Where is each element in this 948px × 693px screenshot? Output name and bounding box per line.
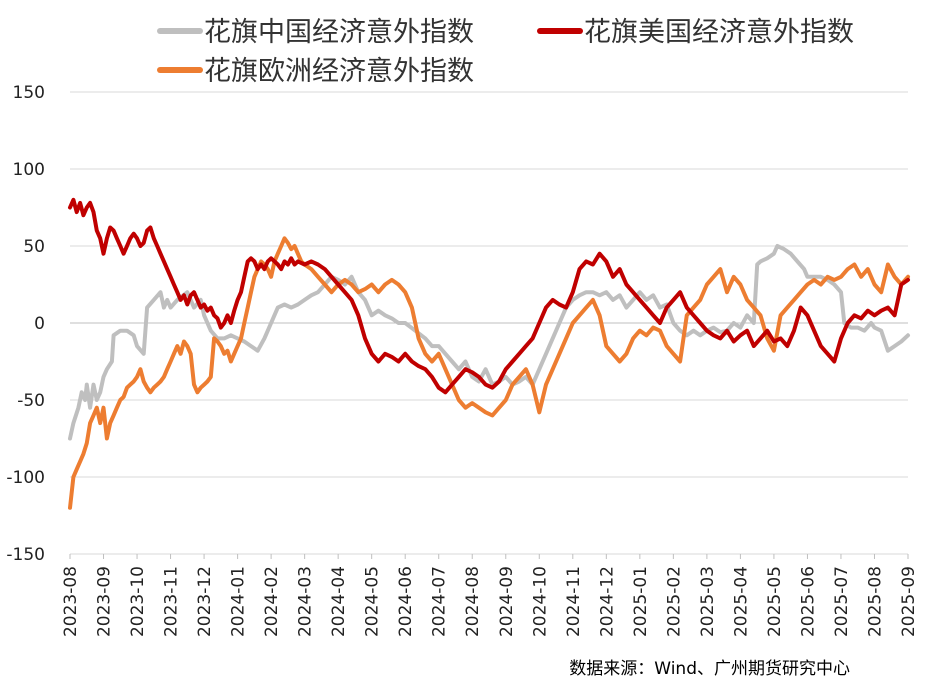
y-tick-label: 50 bbox=[23, 237, 45, 257]
y-tick-label: 150 bbox=[13, 83, 45, 103]
y-tick-label: -150 bbox=[6, 545, 45, 565]
series-line-2 bbox=[68, 236, 910, 510]
x-tick-label: 2023-10 bbox=[128, 566, 148, 637]
x-axis-ticks: 2023-08 2023-09 2023-10 2023-11 2023-12 2024-… bbox=[61, 554, 919, 637]
x-tick-label: 2023-11 bbox=[162, 566, 182, 637]
x-tick-label: 2025-09 bbox=[899, 566, 919, 637]
legend-item-1: 花旗美国经济意外指数 bbox=[537, 17, 854, 48]
x-tick-label: 2024-01 bbox=[229, 566, 249, 637]
x-tick-label: 2023-09 bbox=[95, 566, 115, 637]
series-line-1 bbox=[68, 197, 910, 395]
series-line-0 bbox=[68, 244, 910, 441]
x-tick-label: 2025-08 bbox=[865, 566, 885, 637]
x-tick-label: 2023-12 bbox=[195, 566, 215, 637]
x-tick-label: 2024-11 bbox=[564, 566, 584, 637]
x-tick-label: 2025-03 bbox=[698, 566, 718, 637]
legend-item-2: 花旗欧洲经济意外指数 bbox=[157, 56, 474, 87]
x-tick-label: 2024-03 bbox=[296, 566, 316, 637]
legend-label: 花旗欧洲经济意外指数 bbox=[204, 56, 474, 87]
x-tick-label: 2024-02 bbox=[262, 566, 282, 637]
y-tick-label: -50 bbox=[17, 391, 45, 411]
y-axis-ticks: 150 100 50 0 -50 -100 -150 bbox=[6, 83, 45, 565]
x-tick-label: 2024-12 bbox=[597, 566, 617, 637]
series-lines bbox=[68, 197, 910, 510]
x-tick-label: 2025-04 bbox=[731, 566, 751, 637]
x-tick-label: 2025-06 bbox=[798, 566, 818, 637]
x-tick-label: 2024-09 bbox=[497, 566, 517, 637]
x-tick-label: 2024-06 bbox=[396, 566, 416, 637]
x-tick-label: 2024-04 bbox=[329, 566, 349, 637]
legend-label: 花旗中国经济意外指数 bbox=[204, 17, 474, 48]
legend-item-0: 花旗中国经济意外指数 bbox=[157, 17, 474, 48]
data-source-note: 数据来源：Wind、广州期货研究中心 bbox=[569, 659, 850, 679]
x-tick-label: 2025-02 bbox=[664, 566, 684, 637]
x-tick-label: 2024-07 bbox=[430, 566, 450, 637]
x-tick-label: 2024-10 bbox=[530, 566, 550, 637]
x-tick-label: 2024-05 bbox=[363, 566, 383, 637]
y-tick-label: -100 bbox=[6, 468, 45, 488]
x-tick-label: 2025-05 bbox=[765, 566, 785, 637]
x-tick-label: 2024-08 bbox=[463, 566, 483, 637]
gridlines bbox=[70, 91, 908, 555]
y-tick-label: 0 bbox=[34, 314, 45, 334]
x-tick-label: 2023-08 bbox=[61, 566, 81, 637]
legend-label: 花旗美国经济意外指数 bbox=[584, 17, 854, 48]
x-tick-label: 2025-01 bbox=[631, 566, 651, 637]
y-tick-label: 100 bbox=[13, 160, 45, 180]
x-tick-label: 2025-07 bbox=[832, 566, 852, 637]
